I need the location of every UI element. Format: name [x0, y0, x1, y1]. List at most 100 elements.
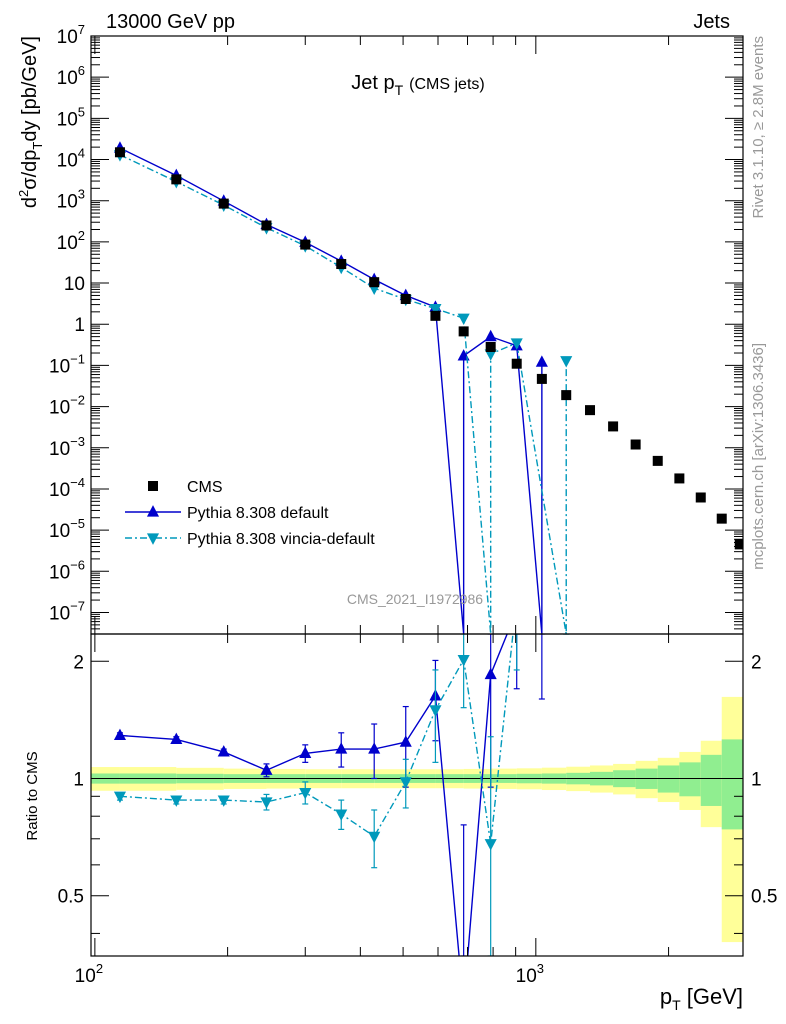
x-tick-label: 102 — [75, 961, 103, 987]
y-axis-label-sigma: σ/dp — [19, 150, 41, 190]
y-tick-label: 10−5 — [49, 516, 85, 542]
vincia-ratio-marker — [170, 795, 183, 807]
y-tick-label-exp: 7 — [78, 22, 85, 37]
legend-label: Pythia 8.308 default — [187, 505, 329, 522]
x-axis-label-sub: T — [672, 997, 681, 1013]
cms-point — [652, 455, 663, 466]
vincia-marker — [429, 303, 442, 316]
y-tick-label: 10−2 — [49, 393, 85, 419]
y-tick-label-base: 10 — [57, 151, 78, 172]
ratio-tick-label-left: 1 — [73, 769, 84, 790]
vincia-marker — [560, 356, 573, 368]
legend-default-marker — [146, 505, 160, 517]
cms-point — [630, 439, 641, 450]
y-tick-label: 10−7 — [49, 598, 85, 624]
vincia-ratio-marker — [299, 787, 312, 800]
vincia-ratio-marker — [260, 797, 273, 809]
ratio-tick-label-left: 0.5 — [58, 887, 84, 908]
default-ratio-marker — [484, 667, 497, 680]
y-tick-label: 10−1 — [49, 351, 85, 377]
y-tick-label-base: 10 — [49, 603, 70, 624]
default-ratio-marker — [335, 742, 348, 754]
y-tick-label-exp: −6 — [70, 557, 85, 572]
vincia-ratio-marker — [511, 594, 523, 605]
legend-vincia-marker — [146, 533, 160, 545]
y-tick-label-exp: −5 — [70, 516, 85, 531]
y-axis-label-rest: dy [pb/GeV] — [19, 36, 41, 142]
cms-point — [369, 277, 380, 288]
cms-point — [218, 198, 229, 209]
y-tick-label-base: 10 — [57, 192, 78, 213]
default-ratio-marker — [399, 735, 412, 747]
y-tick-label-exp: −3 — [70, 434, 85, 449]
y-tick-label: 10−6 — [49, 557, 85, 583]
chart-title-extra: (CMS jets) — [409, 76, 485, 93]
cms-point — [261, 220, 272, 231]
y-tick-label: 1 — [74, 315, 85, 336]
default-ratio-marker — [368, 742, 381, 754]
vincia-marker — [457, 313, 470, 326]
default-line — [119, 147, 543, 634]
cms-point — [485, 341, 496, 352]
vincia-ratio-marker — [113, 791, 127, 804]
cms-point — [561, 390, 572, 401]
y-tick-label-base: 10 — [57, 68, 78, 89]
y-tick-label-exp: −4 — [70, 475, 85, 490]
vincia-marker — [510, 338, 523, 350]
ratio-tick-label-right: 2 — [751, 652, 762, 673]
chart-title-sub: T — [395, 82, 404, 98]
band-inner-bin — [679, 762, 701, 797]
y-tick-label: 102 — [57, 228, 85, 254]
y-tick-label: 10−4 — [49, 475, 85, 501]
ratio-tick-label-left: 2 — [73, 652, 84, 673]
default-ratio-marker — [260, 763, 273, 775]
legend-label: Pythia 8.308 vincia-default — [187, 531, 375, 548]
vincia-ratio-marker — [399, 777, 412, 789]
ratio-tick-label-right: 0.5 — [751, 887, 777, 908]
y-tick-label-base: 10 — [57, 27, 78, 48]
x-axis-label: pT [GeV] — [660, 984, 743, 1013]
vincia-ratio-marker — [484, 839, 497, 851]
default-ratio-marker — [511, 604, 523, 615]
cms-point — [336, 259, 347, 270]
ratio-axis-label: Ratio to CMS — [24, 751, 41, 840]
y-tick-label: 105 — [57, 104, 85, 130]
axis-ticks — [91, 35, 743, 956]
vincia-line — [119, 154, 567, 634]
y-tick-label-base: 10 — [49, 398, 70, 419]
y-axis-label: d2σ/dpTdy [pb/GeV] — [16, 36, 45, 208]
default-marker — [484, 329, 497, 342]
default-ratio-marker — [113, 728, 127, 741]
y-tick-label-base: 10 — [49, 439, 70, 460]
y-tick-label-exp: 6 — [78, 63, 85, 78]
y-tick-label-exp: 3 — [78, 187, 85, 202]
header-right: Jets — [693, 11, 730, 33]
y-tick-label: 106 — [57, 63, 85, 89]
cms-point — [511, 358, 522, 369]
x-tick-label-base: 10 — [516, 966, 537, 987]
default-ratio-marker — [217, 745, 230, 757]
y-axis-label-sup: 2 — [16, 190, 31, 197]
y-tick-label: 10 — [64, 274, 85, 295]
legend-cms-marker — [148, 481, 158, 491]
x-axis-label-main: p — [660, 984, 672, 1009]
cms-point — [458, 326, 469, 337]
y-tick-label: 107 — [57, 22, 85, 48]
default-ratio-marker — [299, 746, 312, 759]
y-tick-label-base: 10 — [57, 233, 78, 254]
y-tick-label-base: 10 — [49, 521, 70, 542]
y-tick-label-base: 10 — [49, 480, 70, 501]
side-label-top: Rivet 3.1.10, ≥ 2.8M events — [750, 36, 767, 219]
y-tick-label: 10−3 — [49, 434, 85, 460]
y-tick-label-base: 1 — [74, 315, 85, 336]
cms-point — [674, 473, 685, 484]
y-tick-label-exp: 2 — [78, 228, 85, 243]
cms-point — [536, 373, 547, 384]
x-tick-label: 103 — [516, 961, 544, 987]
band-inner-bin — [657, 765, 680, 793]
ratio-panel-series — [113, 594, 570, 956]
main-panel-series — [113, 141, 743, 634]
legend: CMS Pythia 8.308 default Pythia 8.308 vinc… — [125, 479, 375, 548]
series-group — [113, 141, 743, 956]
x-tick-label-exp: 2 — [96, 961, 103, 976]
